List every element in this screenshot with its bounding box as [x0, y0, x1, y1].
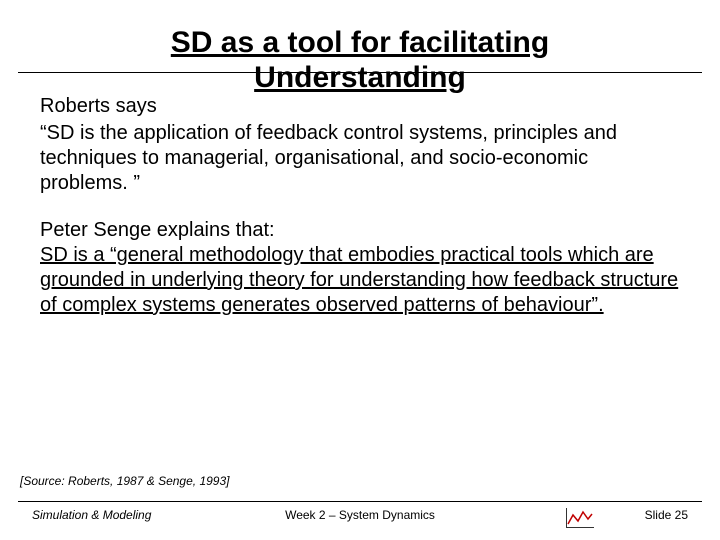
title-line-2: Understanding	[254, 61, 466, 94]
title-block: SD as a tool for facilitating Understand…	[0, 26, 720, 95]
roberts-intro: Roberts says	[40, 94, 680, 119]
body-text: Roberts says “SD is the application of f…	[40, 92, 680, 318]
title-line-1: SD as a tool for facilitating	[171, 26, 549, 59]
slide: SD as a tool for facilitating Understand…	[0, 0, 720, 540]
source-citation: [Source: Roberts, 1987 & Senge, 1993]	[20, 474, 229, 488]
senge-intro: Peter Senge explains that:	[40, 218, 680, 243]
senge-quote: SD is a “general methodology that embodi…	[40, 243, 680, 318]
footer-center: Week 2 – System Dynamics	[0, 508, 720, 522]
footer-right: Slide 25	[645, 508, 688, 522]
divider-top	[18, 72, 702, 73]
footer: Simulation & Modeling Week 2 – System Dy…	[0, 508, 720, 528]
divider-bottom	[18, 501, 702, 502]
slide-title: SD as a tool for facilitating Understand…	[171, 26, 549, 95]
roberts-quote: “SD is the application of feedback contr…	[40, 121, 680, 196]
